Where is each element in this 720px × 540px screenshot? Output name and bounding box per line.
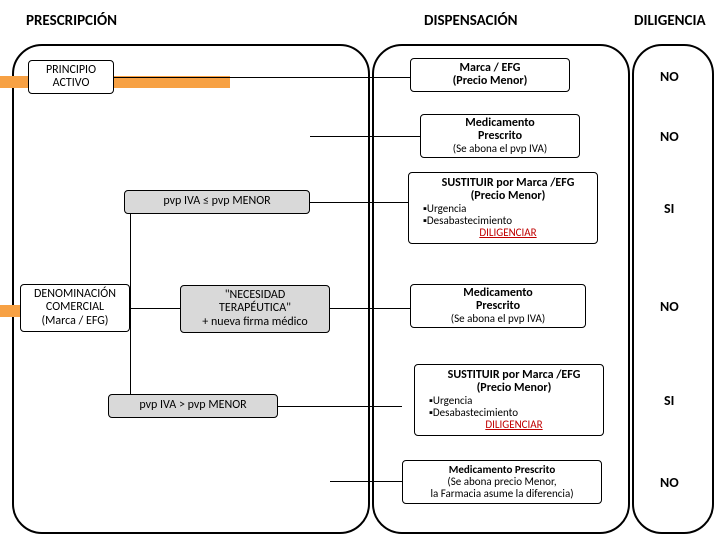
answer: NO xyxy=(660,298,679,315)
header-dispensacion: DISPENSACIÓN xyxy=(424,12,518,30)
connector xyxy=(330,481,402,482)
text: (Marca / EFG) xyxy=(42,315,109,328)
connector xyxy=(130,308,180,309)
node-medicamento-prescrito-2: Medicamento Prescrito (Se abona el pvp I… xyxy=(410,284,586,328)
node-sustituir-1: SUSTITUIR por Marca /EFG (Precio Menor) … xyxy=(408,172,598,244)
connector xyxy=(310,202,408,203)
text: ACTIVO xyxy=(53,77,90,90)
connector xyxy=(310,136,420,137)
answer: NO xyxy=(660,474,679,491)
text: TERAPÉUTICA" xyxy=(219,302,291,315)
connector xyxy=(330,308,410,309)
text: SUSTITUIR por Marca /EFG xyxy=(429,369,599,382)
node-necesidad-terapeutica: "NECESIDAD TERAPÉUTICA" + nueva firma mé… xyxy=(180,285,330,333)
diligenciar-link: DILIGENCIAR xyxy=(423,227,593,239)
text: + nueva firma médico xyxy=(202,316,307,329)
text: Medicamento xyxy=(465,117,534,130)
text: SUSTITUIR por Marca /EFG xyxy=(423,177,593,190)
header-prescripcion: PRESCRIPCIÓN xyxy=(26,12,117,30)
node-pvp-gt-menor: pvp IVA > pvp MENOR xyxy=(108,394,278,418)
node-principio-activo: PRINCIPIO ACTIVO xyxy=(28,60,114,94)
node-pvp-le-menor: pvp IVA ≤ pvp MENOR xyxy=(124,190,310,214)
node-denominacion-comercial: DENOMINACIÓN COMERCIAL (Marca / EFG) xyxy=(20,284,130,332)
connector xyxy=(130,202,131,406)
node-medicamento-prescrito-3: Medicamento Prescrito (Se abona precio M… xyxy=(402,460,602,504)
header-diligencia: DILIGENCIA xyxy=(634,12,706,30)
node-sustituir-2: SUSTITUIR por Marca /EFG (Precio Menor) … xyxy=(414,364,604,436)
frame-diligencia xyxy=(632,44,714,534)
answer: SI xyxy=(664,200,674,217)
connector xyxy=(114,77,410,78)
connector xyxy=(278,406,402,407)
answer: NO xyxy=(660,128,679,145)
text: la Farmacia asume la diferencia) xyxy=(430,488,573,500)
diligenciar-link: DILIGENCIAR xyxy=(429,419,599,431)
text: pvp IVA > pvp MENOR xyxy=(139,399,246,412)
text: (Precio Menor) xyxy=(453,75,528,88)
answer: SI xyxy=(664,392,674,409)
node-medicamento-prescrito-1: Medicamento Prescrito (Se abona el pvp I… xyxy=(420,114,580,158)
text: COMERCIAL xyxy=(46,301,104,314)
text: Medicamento xyxy=(463,287,532,300)
answer: NO xyxy=(660,68,679,85)
text: (Se abona el pvp IVA) xyxy=(453,143,547,155)
text: pvp IVA ≤ pvp MENOR xyxy=(163,195,270,208)
text: (Se abona el pvp IVA) xyxy=(451,313,545,325)
node-marca-efg: Marca / EFG (Precio Menor) xyxy=(410,58,570,92)
